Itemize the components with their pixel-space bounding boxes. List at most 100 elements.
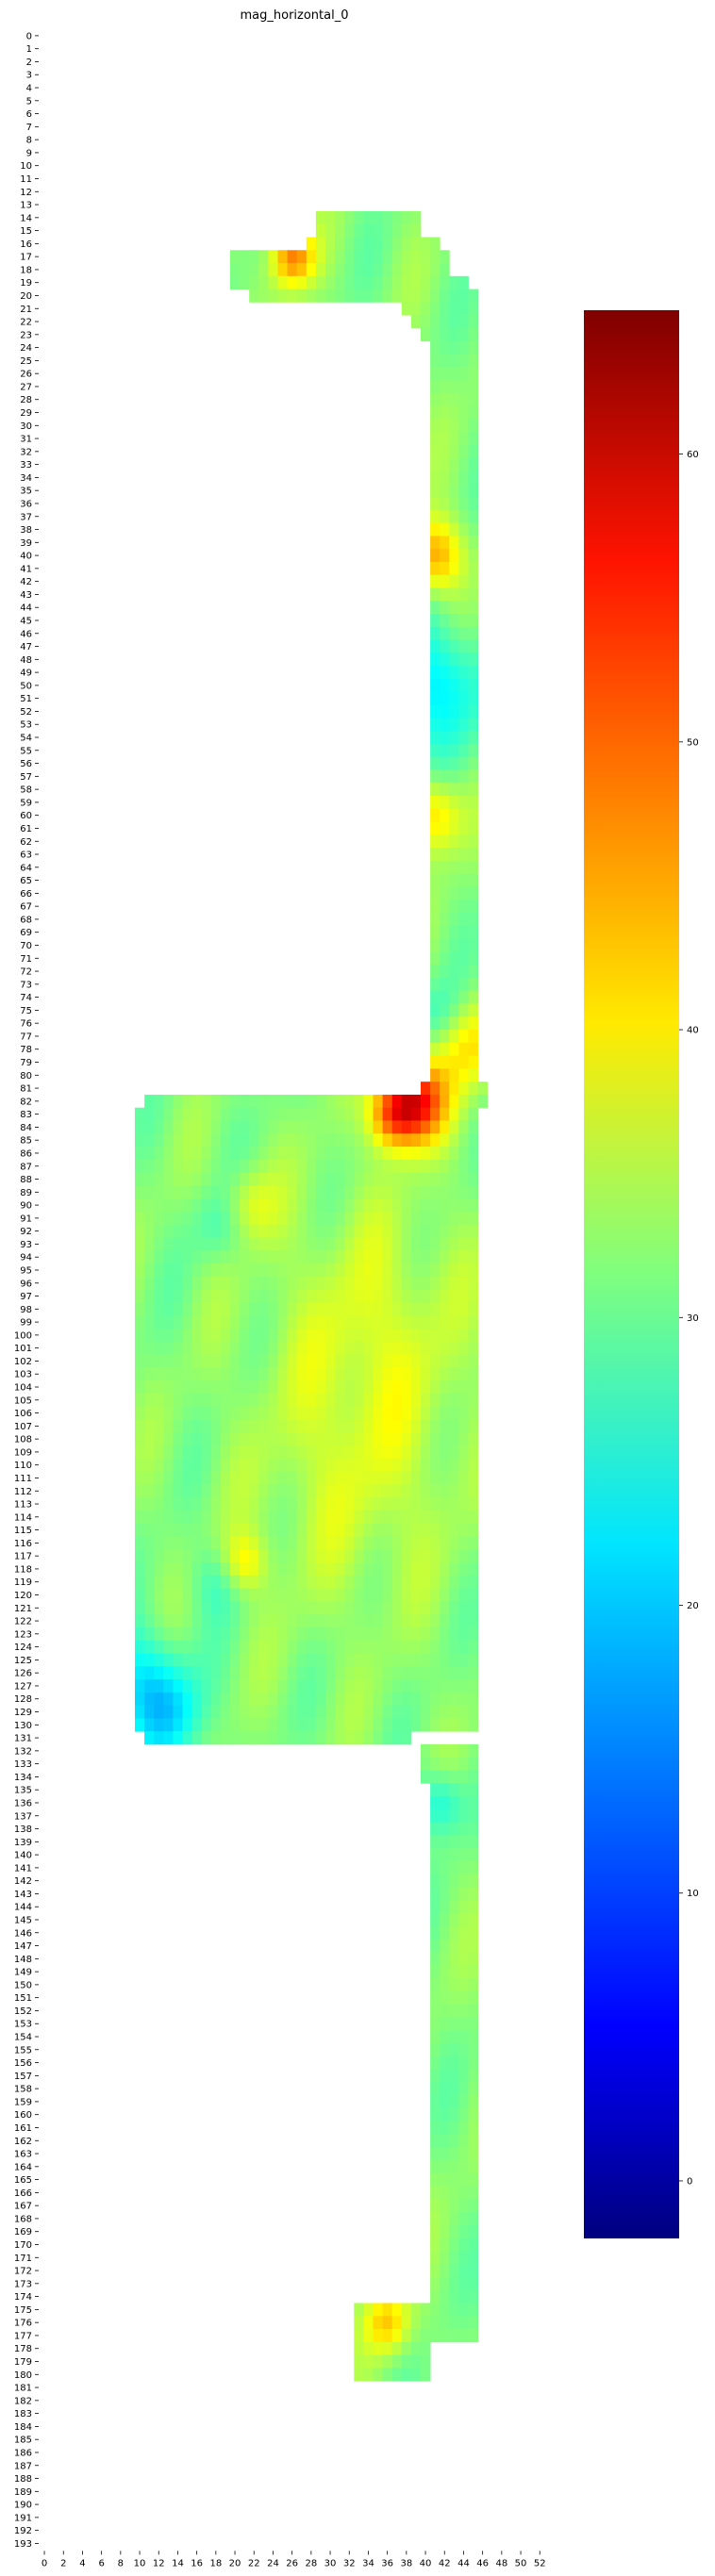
heatmap-cell [401, 1159, 412, 1174]
heatmap-cell [191, 1120, 203, 1134]
heatmap-cell [449, 444, 459, 459]
y-tick-label: 79 [20, 1058, 32, 1068]
heatmap-cell [154, 1445, 164, 1460]
heatmap-cell [287, 263, 298, 277]
heatmap-cell [306, 1367, 317, 1381]
heatmap-cell [315, 1263, 326, 1278]
heatmap-cell [363, 1120, 374, 1134]
heatmap-cell [449, 1718, 459, 1732]
y-tick-label: 136 [14, 1798, 32, 1808]
heatmap-cell [335, 1263, 345, 1278]
heatmap-cell [344, 275, 355, 289]
heatmap-cell [325, 250, 336, 264]
heatmap-cell [296, 1133, 308, 1148]
heatmap-cell [344, 1147, 355, 1161]
heatmap-cell [468, 1458, 478, 1472]
heatmap-cell [382, 1666, 393, 1680]
heatmap-cell [344, 1107, 355, 1121]
heatmap-cell [440, 834, 450, 849]
heatmap-cell [210, 1393, 222, 1408]
heatmap-cell [135, 1159, 145, 1174]
heatmap-cell [287, 1484, 298, 1498]
heatmap-cell [296, 1237, 308, 1251]
y-tick-label: 52 [20, 707, 32, 718]
heatmap-cell [135, 1549, 145, 1563]
y-tick-label: 165 [14, 2175, 32, 2186]
heatmap-cell [306, 275, 317, 289]
heatmap-cell [268, 1588, 278, 1602]
heatmap-cell [458, 457, 469, 471]
heatmap-cell [306, 1692, 317, 1707]
heatmap-cell [249, 1094, 259, 1109]
heatmap-cell [296, 1549, 308, 1563]
heatmap-cell [249, 1380, 259, 1395]
heatmap-cell [201, 1302, 212, 1316]
heatmap-cell [440, 1718, 450, 1732]
heatmap-cell [325, 1147, 336, 1161]
y-tick-label: 64 [20, 863, 32, 873]
heatmap-cell [468, 1939, 478, 1953]
heatmap-cell [154, 1510, 164, 1525]
y-tick-label: 40 [20, 552, 32, 562]
heatmap-cell [440, 574, 450, 588]
heatmap-cell [325, 1588, 336, 1602]
heatmap-cell [240, 1562, 250, 1577]
heatmap-cell [421, 1289, 431, 1303]
heatmap-cell [449, 769, 459, 784]
heatmap-cell [430, 1380, 441, 1395]
heatmap-cell [449, 1887, 459, 1901]
heatmap-cell [344, 1263, 355, 1278]
heatmap-cell [258, 1536, 269, 1550]
heatmap-cell [421, 1250, 431, 1264]
heatmap-cell [458, 549, 469, 563]
heatmap-cell [144, 1315, 155, 1329]
heatmap-cell [144, 1250, 155, 1264]
heatmap-cell [458, 2134, 469, 2148]
y-tick-label: 110 [14, 1461, 32, 1471]
heatmap-cell [296, 1705, 308, 1719]
heatmap-cell [430, 2264, 441, 2278]
heatmap-cell [335, 1679, 345, 1693]
heatmap-cell [335, 1575, 345, 1589]
heatmap-cell [344, 1380, 355, 1395]
heatmap-cell [382, 1393, 393, 1408]
heatmap-cell [430, 1133, 441, 1148]
heatmap-cell [440, 1315, 450, 1329]
heatmap-cell [325, 1211, 336, 1226]
heatmap-cell [410, 1250, 422, 1264]
heatmap-cell [363, 1484, 374, 1498]
heatmap-cell [354, 1172, 364, 1186]
heatmap-cell [230, 1718, 241, 1732]
heatmap-cell [440, 2289, 450, 2304]
heatmap-cell [354, 250, 364, 264]
heatmap-cell [391, 2341, 403, 2356]
heatmap-cell [468, 327, 478, 342]
heatmap-cell [325, 275, 336, 289]
heatmap-cell [430, 666, 441, 680]
heatmap-cell [430, 1601, 441, 1615]
heatmap-cell [440, 1860, 450, 1875]
heatmap-cell [306, 1731, 317, 1745]
heatmap-cell [421, 263, 431, 277]
heatmap-cell [363, 1276, 374, 1291]
y-tick-label: 180 [14, 2370, 32, 2381]
heatmap-cell [440, 1627, 450, 1642]
heatmap-cell [258, 1107, 269, 1121]
heatmap-cell [373, 1627, 383, 1642]
heatmap-cell [410, 250, 422, 264]
heatmap-cell [440, 340, 450, 355]
y-tick-label: 143 [14, 1890, 32, 1900]
heatmap-cell [363, 237, 374, 251]
heatmap-cell [401, 2316, 412, 2330]
heatmap-cell [401, 263, 412, 277]
heatmap-cell [458, 509, 469, 524]
y-tick-label: 147 [14, 1941, 32, 1952]
heatmap-cell [296, 1302, 308, 1316]
heatmap-cell [458, 679, 469, 693]
y-tick-label: 188 [14, 2474, 32, 2485]
heatmap-cell [315, 1601, 326, 1615]
heatmap-cell [401, 1094, 412, 1109]
heatmap-cell [154, 1679, 164, 1693]
heatmap-cell [391, 1419, 403, 1433]
heatmap-cell [220, 1367, 231, 1381]
